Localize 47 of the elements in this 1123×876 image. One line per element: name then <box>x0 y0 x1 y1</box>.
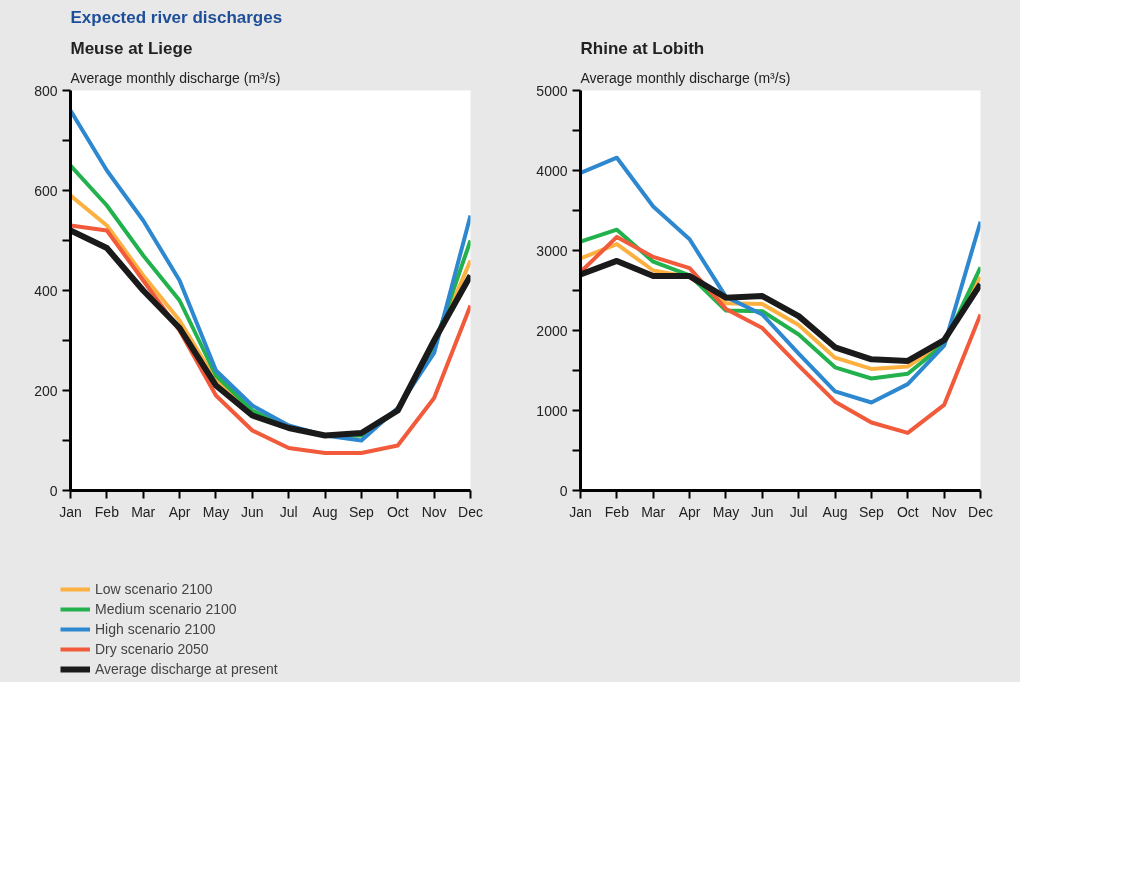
line-series <box>580 155 981 405</box>
x-tick-label: Mar <box>641 503 666 520</box>
x-tick-label: Jul <box>279 503 298 520</box>
x-tick-label: Dec <box>458 503 483 520</box>
x-tick-label: Jun <box>751 503 774 520</box>
legend-label: High scenario 2100 <box>95 621 216 637</box>
y-tick-label: 1000 <box>536 402 568 419</box>
chart-title: Rhine at Lobith <box>580 38 705 58</box>
y-tick-label: 800 <box>34 82 58 99</box>
x-tick-label: Feb <box>94 503 120 520</box>
x-tick-label: Oct <box>386 503 409 520</box>
x-tick-label: Oct <box>896 503 919 520</box>
legend-label: Dry scenario 2050 <box>95 641 209 657</box>
legend-label: Medium scenario 2100 <box>95 601 237 617</box>
legend-label: Low scenario 2100 <box>95 581 213 597</box>
x-tick-label: Apr <box>168 503 191 520</box>
y-tick-label: 4000 <box>536 162 568 179</box>
x-tick-label: May <box>712 503 740 520</box>
x-tick-label: Aug <box>312 503 338 520</box>
x-tick-label: Jul <box>789 503 808 520</box>
y-tick-label: 2000 <box>536 322 568 339</box>
x-tick-label: Nov <box>421 503 447 520</box>
y-tick-label: 400 <box>34 282 58 299</box>
x-tick-label: Dec <box>968 503 993 520</box>
x-tick-label: Sep <box>858 503 885 520</box>
x-tick-label: Mar <box>131 503 156 520</box>
y-tick-label: 0 <box>559 482 568 499</box>
line-series <box>580 234 981 435</box>
y-axis-title: Average monthly discharge (m³/s) <box>580 69 791 86</box>
x-tick-label: Feb <box>604 503 630 520</box>
y-tick-label: 5000 <box>536 82 568 99</box>
x-tick-label: Aug <box>822 503 848 520</box>
x-tick-label: May <box>202 503 230 520</box>
text: Expected river discharges <box>70 7 283 27</box>
x-tick-label: Sep <box>348 503 375 520</box>
legend-label: Average discharge at present <box>95 661 278 677</box>
chart-title: Meuse at Liege <box>70 38 193 58</box>
y-axis-title: Average monthly discharge (m³/s) <box>70 69 281 86</box>
y-tick-label: 600 <box>34 182 58 199</box>
x-tick-label: Jan <box>59 503 82 520</box>
y-tick-label: 0 <box>49 482 58 499</box>
x-tick-label: Jan <box>569 503 592 520</box>
x-tick-label: Jun <box>241 503 264 520</box>
y-tick-label: 200 <box>34 382 58 399</box>
x-tick-label: Apr <box>678 503 701 520</box>
x-tick-label: Nov <box>931 503 957 520</box>
y-tick-label: 3000 <box>536 242 568 259</box>
